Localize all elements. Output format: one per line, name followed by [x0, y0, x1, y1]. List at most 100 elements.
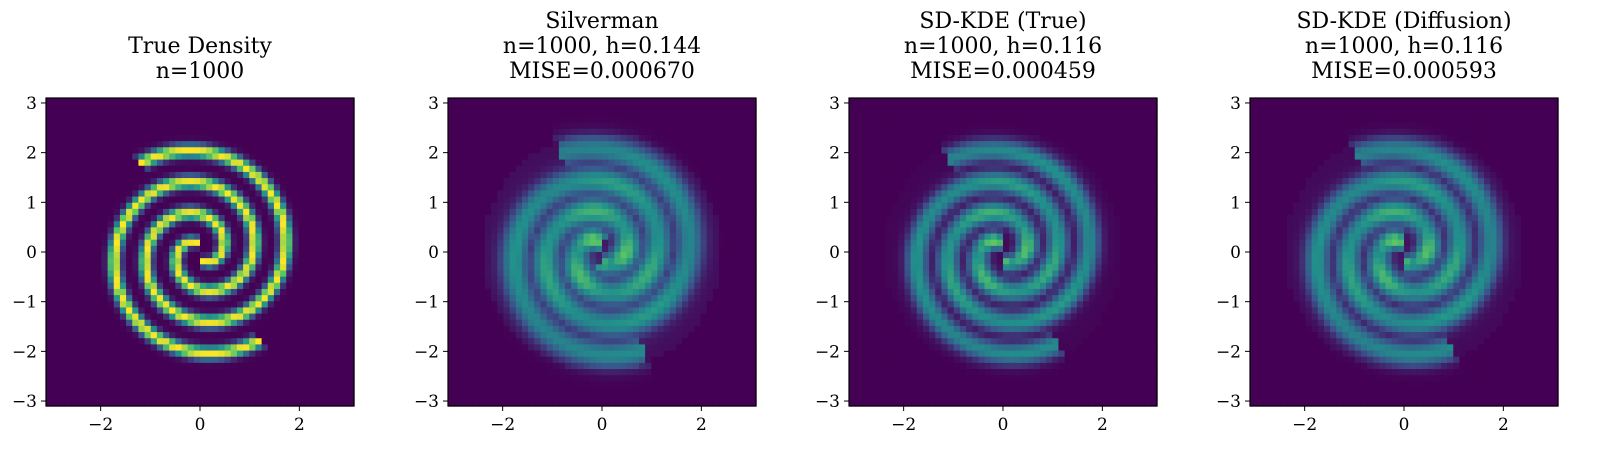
- heatmap-cell: [460, 227, 468, 235]
- heatmap-cell: [620, 393, 628, 401]
- heatmap-cell: [534, 307, 541, 315]
- heatmap-cell: [243, 325, 250, 333]
- heatmap-cell: [218, 350, 226, 358]
- heatmap-cell: [478, 399, 486, 407]
- heatmap-cell: [286, 350, 293, 358]
- heatmap-cell: [521, 399, 529, 407]
- heatmap-cell: [657, 301, 665, 309]
- heatmap-cell: [682, 319, 689, 327]
- heatmap-cell: [515, 356, 523, 364]
- heatmap-cell: [725, 288, 732, 296]
- heatmap-cell: [107, 264, 115, 272]
- heatmap-cell: [620, 332, 628, 339]
- heatmap-cell: [181, 233, 189, 241]
- heatmap-cell: [76, 159, 84, 167]
- heatmap-cell: [454, 122, 461, 130]
- heatmap-cell: [89, 344, 96, 352]
- heatmap-cell: [224, 227, 232, 235]
- heatmap-cell: [126, 375, 133, 382]
- heatmap-cell: [595, 393, 603, 401]
- heatmap-cell: [323, 319, 330, 327]
- heatmap-cell: [304, 110, 312, 118]
- heatmap-cell: [52, 147, 59, 155]
- heatmap-cell: [187, 98, 195, 105]
- heatmap-cell: [280, 196, 287, 204]
- heatmap-cell: [132, 362, 139, 370]
- heatmap-cell: [737, 190, 745, 198]
- heatmap-cell: [614, 196, 622, 204]
- heatmap-cell: [292, 178, 300, 185]
- heatmap-cell: [89, 252, 96, 259]
- heatmap-cell: [304, 221, 312, 228]
- heatmap-cell: [298, 264, 306, 272]
- heatmap-cell: [101, 239, 109, 247]
- heatmap-cell: [509, 350, 517, 358]
- heatmap-cell: [193, 350, 201, 358]
- heatmap-cell: [218, 184, 226, 191]
- heatmap-cell: [150, 362, 158, 370]
- heatmap-cell: [126, 190, 133, 198]
- heatmap-cell: [82, 239, 90, 247]
- heatmap-cell: [497, 356, 505, 364]
- heatmap-cell: [645, 307, 652, 315]
- heatmap-cell: [466, 184, 474, 191]
- heatmap-cell: [200, 332, 207, 339]
- heatmap-cell: [688, 190, 695, 198]
- heatmap-cell: [249, 153, 257, 161]
- heatmap-cell: [218, 190, 226, 198]
- heatmap-cell: [466, 282, 474, 290]
- heatmap-cell: [249, 233, 257, 241]
- heatmap-cell: [645, 147, 652, 155]
- heatmap-cell: [712, 356, 720, 364]
- heatmap-cell: [712, 276, 720, 284]
- heatmap-cell: [651, 325, 659, 333]
- heatmap-cell: [719, 227, 726, 235]
- heatmap-cell: [546, 313, 554, 321]
- heatmap-cell: [273, 350, 281, 358]
- heatmap-cell: [540, 258, 548, 265]
- heatmap-cell: [454, 288, 461, 296]
- heatmap-cell: [712, 239, 720, 247]
- heatmap-cell: [737, 325, 745, 333]
- heatmap-cell: [571, 141, 578, 148]
- heatmap-cell: [46, 98, 53, 105]
- heatmap-cell: [230, 184, 238, 191]
- heatmap-cell: [749, 319, 757, 327]
- heatmap-cell: [725, 116, 732, 124]
- heatmap-cell: [261, 319, 269, 327]
- heatmap-cell: [626, 350, 634, 358]
- heatmap-cell: [663, 276, 671, 284]
- heatmap-cell: [181, 252, 189, 259]
- heatmap-cell: [101, 171, 109, 179]
- heatmap-cell: [206, 178, 213, 185]
- heatmap-cell: [107, 350, 115, 358]
- heatmap-cell: [64, 221, 72, 228]
- heatmap-cell: [743, 369, 751, 376]
- heatmap-cell: [651, 202, 659, 210]
- heatmap-cell: [200, 356, 207, 364]
- heatmap-cell: [731, 184, 739, 191]
- heatmap-cell: [638, 313, 646, 321]
- heatmap-cell: [626, 215, 634, 222]
- heatmap-cell: [286, 221, 293, 228]
- heatmap-cell: [688, 332, 695, 339]
- heatmap-cell: [484, 387, 492, 395]
- heatmap-cell: [193, 301, 201, 309]
- heatmap-cell: [126, 153, 133, 161]
- heatmap-cell: [193, 196, 201, 204]
- heatmap-cell: [657, 178, 665, 185]
- heatmap-cell: [175, 239, 183, 247]
- heatmap-cell: [335, 332, 343, 339]
- heatmap-cell: [329, 153, 337, 161]
- heatmap-cell: [552, 171, 560, 179]
- heatmap-cell: [280, 153, 287, 161]
- heatmap-cell: [731, 165, 739, 173]
- heatmap-cell: [286, 295, 293, 302]
- heatmap-cell: [577, 215, 585, 222]
- heatmap-cell: [682, 282, 689, 290]
- heatmap-cell: [150, 369, 158, 376]
- heatmap-cell: [255, 252, 263, 259]
- heatmap-cell: [89, 307, 96, 315]
- heatmap-cell: [347, 178, 355, 185]
- heatmap-cell: [175, 252, 183, 259]
